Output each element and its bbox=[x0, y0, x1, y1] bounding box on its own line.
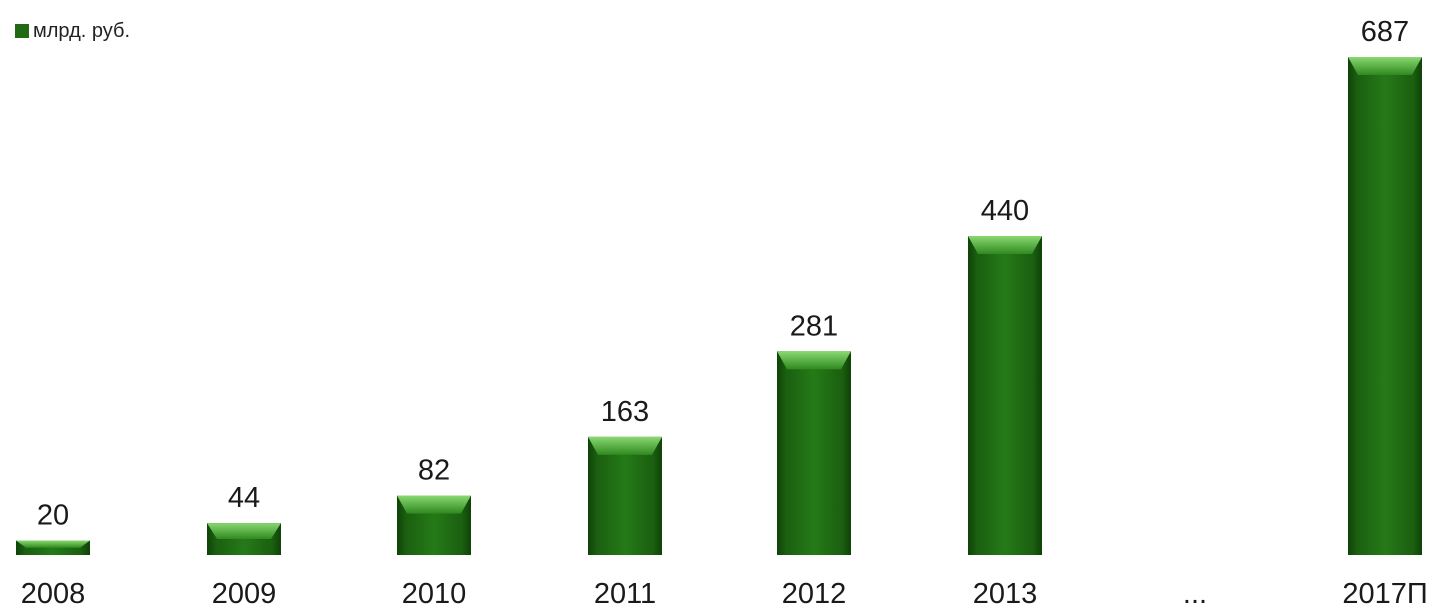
x-tick-label: 2009 bbox=[212, 578, 277, 608]
x-axis-ticks: 2008 2009 2010 2011 2012 2013... 2017П bbox=[21, 578, 1428, 608]
legend-swatch bbox=[15, 24, 29, 38]
data-label-2013: 440 bbox=[981, 195, 1029, 227]
legend-label: млрд. руб. bbox=[33, 20, 131, 42]
x-tick-label: 2010 bbox=[402, 578, 467, 608]
bar-body bbox=[968, 236, 1042, 555]
bar-bevel bbox=[16, 540, 90, 548]
bar-bevel bbox=[1348, 57, 1422, 75]
bar-2008 bbox=[16, 540, 90, 555]
bar-bevel bbox=[397, 495, 471, 514]
bar-body bbox=[1348, 57, 1422, 555]
x-tick-label: 2012 bbox=[782, 578, 847, 608]
legend: млрд. руб. bbox=[15, 21, 130, 41]
bar-body bbox=[588, 436, 662, 555]
data-label-2008: 20 bbox=[37, 500, 69, 532]
bar-bevel bbox=[588, 436, 662, 455]
data-label-2011: 163 bbox=[601, 396, 649, 428]
x-tick-label: 2008 bbox=[21, 578, 86, 608]
bar-2011 bbox=[588, 436, 662, 555]
x-tick-label: ... bbox=[1183, 578, 1207, 608]
bar-2017П bbox=[1348, 57, 1422, 555]
bar-2009 bbox=[207, 523, 281, 555]
bar-bevel bbox=[968, 236, 1042, 255]
data-label-2017П: 687 bbox=[1361, 16, 1409, 48]
bar-bevel bbox=[207, 523, 281, 540]
bar-body bbox=[777, 351, 851, 555]
x-tick-label: 2011 bbox=[594, 578, 656, 608]
value-label-layer: 20 44 82 163 281 440 687 bbox=[37, 16, 1409, 532]
bar-2010 bbox=[397, 495, 471, 555]
data-label-2012: 281 bbox=[790, 310, 838, 342]
bar-2012 bbox=[777, 351, 851, 555]
bar-2013 bbox=[968, 236, 1042, 555]
bar-bevel bbox=[777, 351, 851, 370]
x-tick-label: 2017П bbox=[1342, 578, 1427, 608]
bar-layer bbox=[16, 57, 1422, 555]
x-tick-label: 2013 bbox=[973, 578, 1038, 608]
data-label-2009: 44 bbox=[228, 482, 260, 514]
data-label-2010: 82 bbox=[418, 455, 450, 487]
